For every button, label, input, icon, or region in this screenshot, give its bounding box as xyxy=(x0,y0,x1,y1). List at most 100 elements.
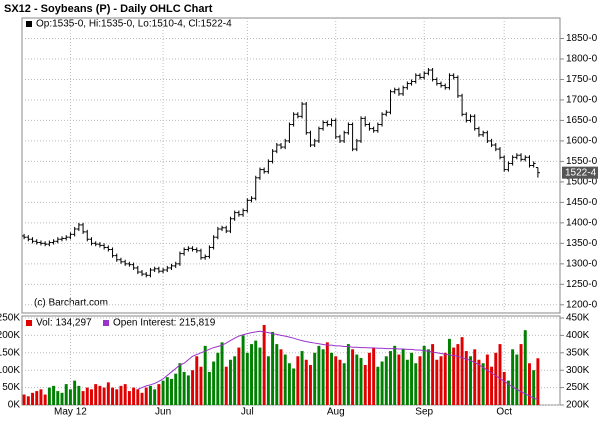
volume-bar xyxy=(64,384,68,405)
volume-bar xyxy=(241,335,245,405)
volume-bar xyxy=(258,347,262,405)
volume-bar xyxy=(73,380,77,405)
volume-bar xyxy=(39,389,43,405)
volume-bar xyxy=(477,359,481,405)
volume-bar xyxy=(389,351,392,405)
y2-tick-label: 400K xyxy=(566,330,590,341)
volume-bar xyxy=(60,392,64,405)
volume-bar xyxy=(85,387,89,405)
volume-bar xyxy=(271,331,275,405)
volume-bar xyxy=(376,366,380,405)
volume-bar xyxy=(237,347,241,405)
legend-label: Vol: 134,297 xyxy=(36,318,92,329)
volume-bar xyxy=(127,391,131,405)
volume-bar xyxy=(418,356,422,405)
volume-bar xyxy=(422,345,426,405)
x-tick-label: Oct xyxy=(496,407,512,418)
price-panel xyxy=(21,17,561,314)
volume-bar xyxy=(502,371,506,405)
volume-bar xyxy=(94,384,98,405)
volume-bar xyxy=(469,356,472,405)
volume-bar xyxy=(115,389,119,405)
volume-bar xyxy=(296,356,300,405)
volume-bar xyxy=(523,330,527,405)
volume-bar xyxy=(224,366,228,405)
y-tick-label: 1800-0 xyxy=(566,54,598,65)
volume-bar xyxy=(220,342,224,405)
y-tick-label: 250K xyxy=(0,313,20,324)
last-price-label: 1522-4 xyxy=(565,167,597,178)
volume-bar xyxy=(325,342,329,405)
volume-bar xyxy=(266,356,270,405)
volume-bar xyxy=(342,363,346,405)
volume-bar xyxy=(186,375,190,405)
y-tick-label: 1250-0 xyxy=(566,279,598,290)
volume-bar xyxy=(47,387,51,405)
volume-bar xyxy=(174,373,178,405)
volume-bar xyxy=(199,366,203,405)
volume-bar xyxy=(532,370,536,405)
volume-bar xyxy=(372,347,376,405)
last-price-box xyxy=(562,166,598,179)
volume-bar xyxy=(393,345,397,405)
y-tick-label: 1450-0 xyxy=(566,197,598,208)
volume-bar xyxy=(195,356,199,405)
volume-bar xyxy=(485,354,489,405)
volume-bar xyxy=(506,380,510,405)
volume-bar xyxy=(338,359,342,405)
volume-bar xyxy=(250,344,253,405)
volume-bar xyxy=(279,349,283,405)
volume-bar xyxy=(161,380,165,405)
y-tick-label: 1750-0 xyxy=(566,74,598,85)
volume-bar xyxy=(384,356,388,405)
x-tick-label: Aug xyxy=(327,407,345,418)
chart-title: SX12 - Soybeans (P) - Daily OHLC Chart xyxy=(4,3,213,15)
watermark: (c) Barchart.com xyxy=(34,298,108,309)
volume-bar xyxy=(245,352,249,405)
volume-bar xyxy=(216,352,220,405)
volume-bar xyxy=(464,351,468,405)
volume-bar xyxy=(43,394,47,405)
y-tick-label: 200K xyxy=(0,330,20,341)
volume-bar xyxy=(262,324,266,405)
legend-label: Open Interest: 215,819 xyxy=(113,318,216,329)
volume-bar xyxy=(22,394,26,405)
volume-bar xyxy=(119,385,123,405)
y-tick-label: 1400-0 xyxy=(566,218,598,229)
volume-bar xyxy=(68,389,72,405)
volume-bar xyxy=(414,363,418,405)
y-tick-label: 1350-0 xyxy=(566,238,598,249)
volume-bar xyxy=(233,356,237,405)
ohlc-legend-swatch xyxy=(26,21,32,27)
volume-bar xyxy=(132,387,136,405)
volume-bar xyxy=(292,368,296,405)
volume-bar xyxy=(313,352,317,405)
volume-bar xyxy=(351,349,355,405)
volume-bar xyxy=(410,352,414,405)
volume-bar xyxy=(443,352,447,405)
y-tick-label: 1700-0 xyxy=(566,95,598,106)
volume-bar xyxy=(275,344,279,405)
volume-bar xyxy=(317,345,321,405)
volume-bar xyxy=(452,347,456,405)
volume-bar xyxy=(182,371,186,405)
volume-bar xyxy=(157,384,161,405)
volume-bar xyxy=(304,359,308,405)
volume-bar xyxy=(123,384,127,405)
volume-bar xyxy=(102,387,106,405)
volume-bar xyxy=(431,344,435,405)
y-tick-label: 1650-0 xyxy=(566,115,598,126)
volume-bar xyxy=(405,359,409,405)
volume-bar xyxy=(309,364,312,405)
volume-bar xyxy=(148,385,152,405)
volume-bar xyxy=(527,363,531,405)
volume-bar xyxy=(359,358,363,405)
volume-bar xyxy=(228,359,232,405)
y-tick-label: 50K xyxy=(2,382,20,393)
volume-bar xyxy=(26,396,30,405)
volume-bar xyxy=(511,349,515,405)
volume-bar xyxy=(287,363,291,405)
volume-bar xyxy=(460,337,464,405)
volume-bar xyxy=(106,382,110,405)
volume-bar xyxy=(98,385,102,405)
